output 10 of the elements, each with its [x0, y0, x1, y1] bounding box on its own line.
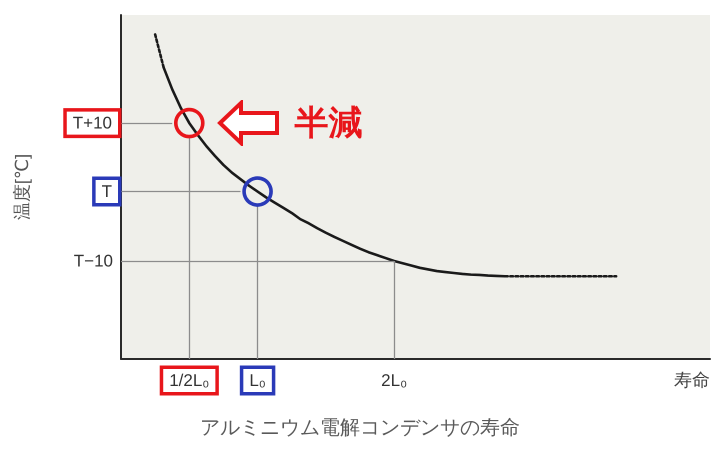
ref-line-label: T−10	[74, 251, 113, 270]
ref-line-label: T+10	[72, 114, 112, 133]
ref-line-label: T	[102, 182, 112, 202]
text: アルミニウム電解コンデンサの寿命	[200, 417, 520, 439]
x-tick-label: 2L₀	[381, 371, 408, 390]
x-tick-label: L₀	[249, 371, 266, 390]
x-tick-label: 1/2L₀	[169, 371, 210, 390]
x-axis-title: 寿命	[674, 370, 710, 390]
y-axis-title: 温度[℃]	[12, 154, 32, 220]
legend-label: 半減	[294, 103, 363, 144]
